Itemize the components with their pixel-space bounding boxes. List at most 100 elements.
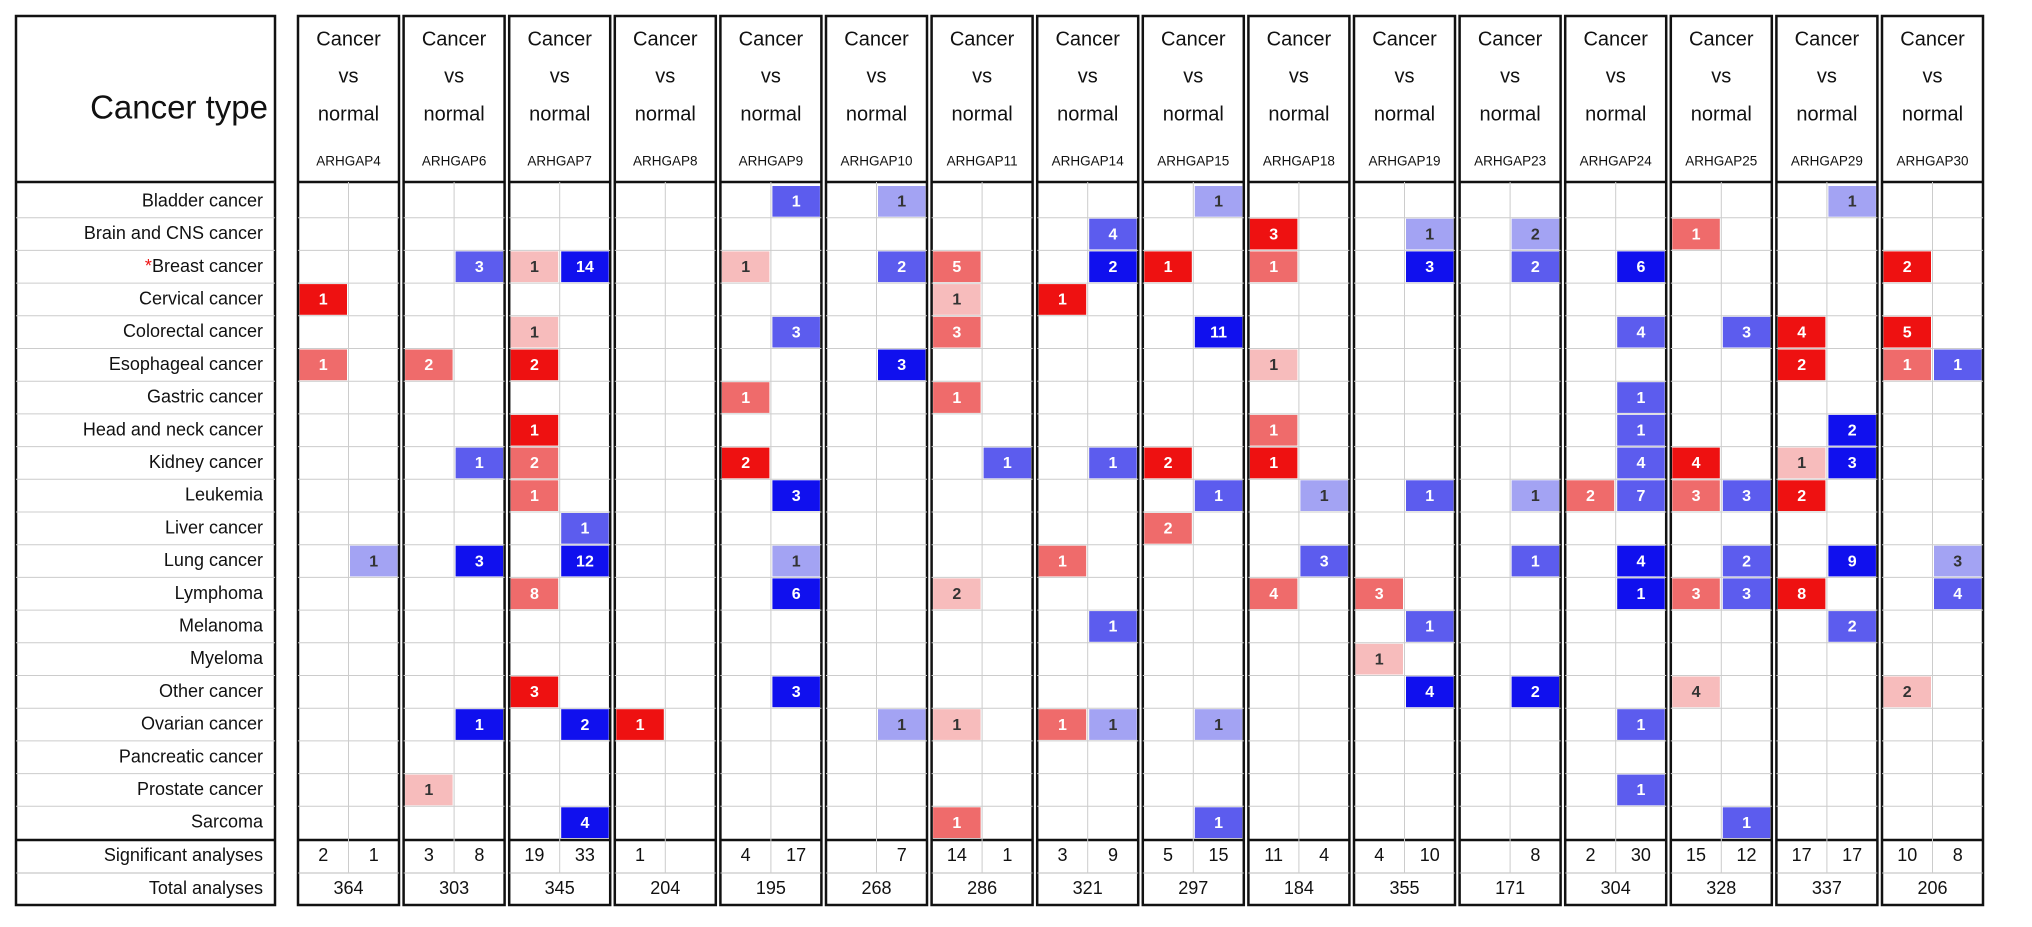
cell-count: 5	[1903, 324, 1912, 341]
cell-count: 1	[1636, 422, 1645, 439]
cell	[721, 447, 770, 479]
cell-count: 4	[1636, 324, 1645, 341]
significant-count: 12	[1737, 845, 1757, 865]
row-label-text: Cervical cancer	[139, 288, 263, 308]
cell	[1672, 480, 1720, 511]
column-header: Cancer	[633, 28, 698, 50]
cell	[1089, 447, 1137, 479]
significant-count: 4	[741, 845, 751, 865]
cell	[1617, 316, 1665, 348]
row-marker: *	[145, 256, 152, 276]
cell-count: 2	[1903, 684, 1912, 701]
row-label: Leukemia	[185, 484, 264, 504]
cell	[772, 545, 820, 577]
cell	[1777, 578, 1826, 610]
block-border	[1141, 14, 1246, 907]
cell-count: 4	[1425, 684, 1434, 701]
significant-count: 3	[1057, 845, 1067, 865]
cell	[1777, 349, 1826, 381]
cell-count: 2	[952, 586, 961, 603]
cell-count: 4	[1692, 455, 1701, 472]
cell-count: 4	[1953, 586, 1962, 603]
cell-count: 2	[1848, 619, 1857, 636]
cell-count: 3	[1742, 586, 1751, 603]
gene-name: ARHGAP11	[947, 154, 1018, 169]
row-label-text: Colorectal cancer	[123, 321, 263, 341]
cell	[1406, 218, 1454, 250]
block-border	[930, 14, 1034, 907]
block-border	[719, 14, 823, 907]
cell	[1883, 251, 1931, 283]
cell-count: 3	[792, 684, 801, 701]
cell-count: 1	[1003, 455, 1012, 472]
significant-count: 33	[575, 845, 595, 865]
cell	[1144, 513, 1192, 544]
significant-count: 30	[1631, 845, 1651, 865]
column-header: vs	[339, 65, 359, 87]
block-border	[296, 14, 401, 907]
cell-count: 1	[530, 259, 539, 276]
column-header: Cancer	[950, 28, 1015, 50]
cell-count: 1	[1269, 422, 1278, 439]
cell-count: 1	[1848, 194, 1857, 211]
row-label: Liver cancer	[165, 517, 263, 537]
cell	[510, 480, 559, 511]
cell-count: 14	[576, 259, 594, 276]
cell-count: 4	[1636, 455, 1645, 472]
column-header: Cancer	[1372, 28, 1437, 50]
cell	[455, 709, 504, 740]
cell	[772, 578, 820, 610]
cell	[1777, 480, 1826, 511]
cell-count: 1	[1214, 717, 1223, 734]
cell	[878, 186, 926, 217]
cell	[1249, 447, 1298, 479]
row-label-text: Pancreatic cancer	[119, 746, 263, 766]
cell-count: 1	[1058, 717, 1067, 734]
significant-count: 11	[1264, 845, 1283, 865]
total-count: 303	[439, 878, 469, 898]
cell-count: 3	[1425, 259, 1434, 276]
block-border	[613, 14, 718, 907]
cell	[350, 545, 398, 577]
cell	[510, 349, 559, 381]
cell	[1511, 480, 1560, 511]
block-border	[507, 14, 612, 907]
block-border	[1669, 14, 1774, 907]
header-label: Cancer type	[90, 89, 268, 126]
cell-count: 1	[897, 194, 906, 211]
row-label: Head and neck cancer	[83, 419, 263, 439]
column-header: vs	[444, 65, 464, 87]
cell	[299, 349, 347, 381]
total-count: 304	[1601, 878, 1631, 898]
cell-count: 1	[530, 324, 539, 341]
cell-count: 2	[580, 717, 589, 734]
cell-count: 2	[1797, 357, 1806, 374]
cell	[1194, 316, 1243, 348]
significant-count: 17	[1792, 845, 1812, 865]
significant-count: 8	[474, 845, 484, 865]
cell-count: 1	[1164, 259, 1173, 276]
row-label: Prostate cancer	[137, 779, 263, 799]
gene-name: ARHGAP18	[1263, 154, 1335, 169]
significant-count: 15	[1209, 845, 1229, 865]
cell	[1617, 447, 1665, 479]
block-border	[1563, 14, 1668, 907]
block-border	[1458, 14, 1562, 907]
significant-count: 4	[1374, 845, 1384, 865]
cell	[1828, 545, 1876, 577]
cell	[1194, 807, 1243, 838]
column-header: normal	[1796, 103, 1857, 125]
cell-count: 1	[1636, 782, 1645, 799]
significant-count: 2	[1585, 845, 1595, 865]
cell	[1777, 316, 1826, 348]
cell-count: 3	[1742, 324, 1751, 341]
cell	[1883, 676, 1931, 708]
column-header: vs	[1078, 65, 1098, 87]
block-border	[1352, 14, 1457, 907]
cell-count: 1	[1531, 553, 1540, 570]
cell-count: 3	[1692, 488, 1701, 505]
cell	[772, 676, 820, 708]
cell-count: 3	[475, 553, 484, 570]
cell	[561, 807, 609, 838]
column-header: vs	[550, 65, 570, 87]
